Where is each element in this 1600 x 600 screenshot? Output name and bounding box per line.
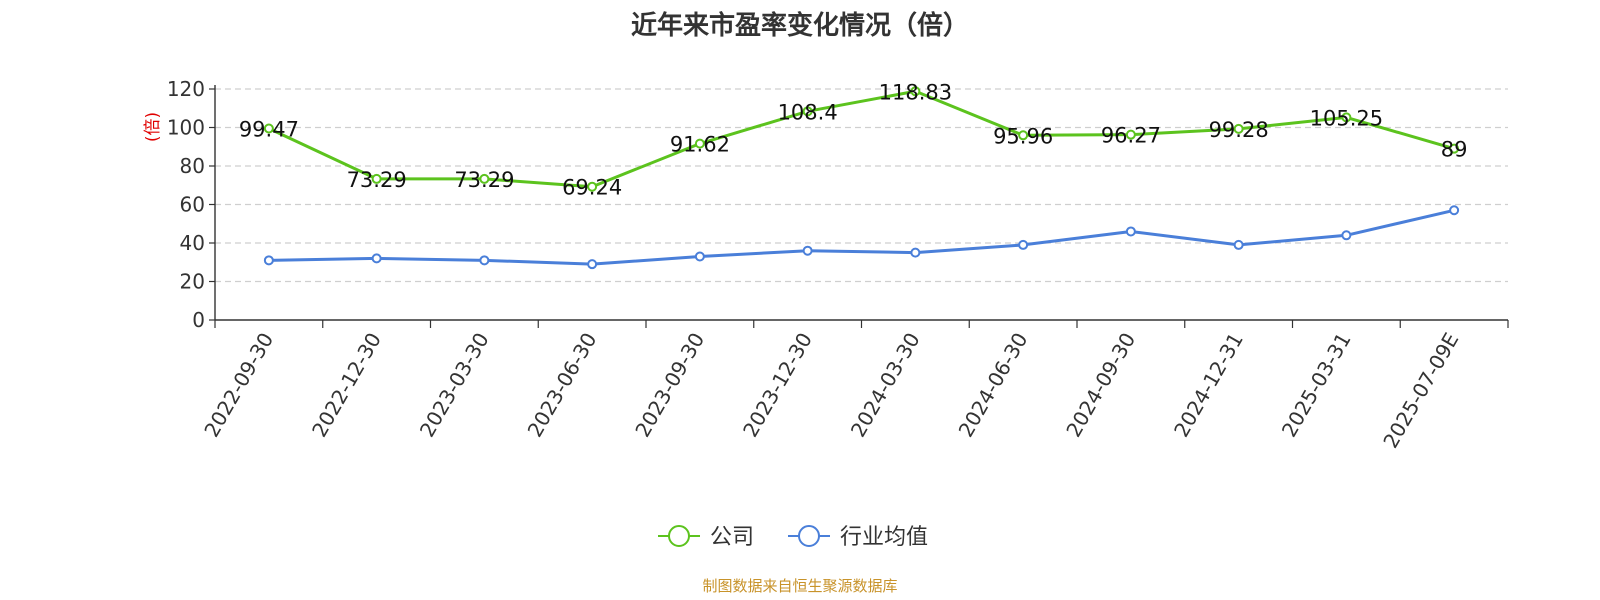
y-tick-label: 0 <box>192 308 205 332</box>
data-label: 95.96 <box>993 124 1053 148</box>
x-tick-label: 2025-07-09E <box>1378 329 1463 453</box>
x-tick-label: 2022-09-30 <box>199 329 278 442</box>
data-point <box>371 173 382 184</box>
data-point <box>1341 230 1352 241</box>
y-tick-label: 20 <box>180 270 205 294</box>
data-point <box>1018 239 1029 250</box>
data-point <box>910 247 921 258</box>
data-label: 99.28 <box>1209 118 1269 142</box>
y-axis-label: (倍) <box>143 112 163 142</box>
data-point <box>587 259 598 270</box>
data-point <box>1449 143 1460 154</box>
data-point <box>1125 226 1136 237</box>
y-tick-label: 80 <box>180 154 205 178</box>
legend-label: 行业均值 <box>840 525 928 550</box>
data-label: 69.24 <box>562 176 622 200</box>
x-tick-label: 2023-06-30 <box>523 329 602 442</box>
data-point <box>371 253 382 264</box>
data-point <box>263 255 274 266</box>
legend-swatch-marker <box>798 525 820 547</box>
x-tick-label: 2024-12-31 <box>1169 329 1248 442</box>
data-label: 73.29 <box>347 168 407 192</box>
y-tick-label: 40 <box>180 231 205 255</box>
data-label: 89 <box>1441 138 1468 162</box>
data-point <box>1018 130 1029 141</box>
data-label: 91.62 <box>670 133 730 157</box>
data-point <box>1449 205 1460 216</box>
data-point <box>479 173 490 184</box>
y-tick-label: 120 <box>167 77 205 101</box>
x-tick-label: 2023-03-30 <box>415 329 494 442</box>
data-point <box>1125 129 1136 140</box>
chart-title: 近年来市盈率变化情况（倍） <box>631 10 969 41</box>
data-point <box>694 138 705 149</box>
source-note: 制图数据来自恒生聚源数据库 <box>702 577 897 595</box>
grid-lines <box>215 88 1508 283</box>
x-tick-label: 2022-12-30 <box>307 329 386 442</box>
data-label: 105.25 <box>1310 106 1383 130</box>
x-tick-label: 2023-12-30 <box>738 329 817 442</box>
data-point <box>910 86 921 97</box>
legend-swatch-marker <box>668 525 690 547</box>
data-label: 118.83 <box>879 80 952 104</box>
data-label: 108.4 <box>778 100 838 124</box>
legend: 公司 行业均值 <box>658 525 928 550</box>
x-tick-label: 2025-03-31 <box>1277 329 1356 442</box>
series-line <box>268 208 1455 266</box>
data-point <box>1233 123 1244 134</box>
data-label: 73.29 <box>454 168 514 192</box>
x-tick-label: 2023-09-30 <box>630 329 709 442</box>
x-tick-label: 2024-06-30 <box>954 329 1033 442</box>
data-point <box>263 123 274 134</box>
series-line <box>268 89 1455 189</box>
data-point <box>802 245 813 256</box>
axes: 0 20 40 60 80 100 120 2022-09-30 2022-12-30 2023-… <box>167 77 1509 453</box>
series-group <box>263 86 1460 270</box>
data-point <box>1233 239 1244 250</box>
x-tick-label: 2024-09-30 <box>1061 329 1140 442</box>
data-point <box>587 181 598 192</box>
data-label: 96.27 <box>1101 124 1161 148</box>
legend-label: 公司 <box>710 525 754 550</box>
y-tick-label: 100 <box>167 116 205 140</box>
data-label: 99.47 <box>239 118 299 142</box>
data-labels: 99.47 73.29 73.29 69.24 91.62 108.4 118.83 95.9… <box>239 80 1468 199</box>
data-point <box>802 106 813 117</box>
data-point <box>479 255 490 266</box>
data-point <box>1341 112 1352 123</box>
x-tick-label: 2024-03-30 <box>846 329 925 442</box>
data-point <box>694 251 705 262</box>
y-tick-label: 60 <box>180 193 205 217</box>
